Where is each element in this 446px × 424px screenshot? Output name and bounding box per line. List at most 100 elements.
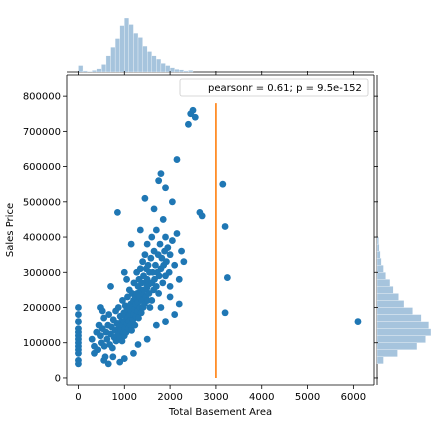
data-point bbox=[168, 237, 176, 244]
data-point bbox=[75, 349, 82, 357]
y-tick-label: 800000 bbox=[23, 92, 61, 103]
data-point bbox=[119, 297, 126, 304]
data-point bbox=[100, 314, 108, 322]
data-point bbox=[158, 254, 166, 262]
y-tick-label: 700000 bbox=[23, 127, 61, 138]
data-point bbox=[128, 326, 136, 334]
data-point bbox=[143, 335, 151, 343]
data-point bbox=[354, 318, 362, 325]
data-point bbox=[91, 349, 98, 357]
data-point bbox=[180, 258, 188, 266]
data-point bbox=[191, 113, 199, 121]
y-tick-label: 300000 bbox=[23, 268, 61, 279]
marginal-x-bar bbox=[87, 71, 93, 73]
data-point bbox=[178, 247, 185, 255]
data-point bbox=[109, 353, 117, 361]
marginal-x-bar bbox=[78, 65, 84, 73]
marginal-y-bar bbox=[376, 300, 405, 308]
marginal-y-bar bbox=[376, 265, 384, 273]
data-point bbox=[139, 258, 147, 266]
legend: pearsonr = 0.61; p = 9.5e-152 bbox=[179, 78, 369, 97]
marginal-x-bar bbox=[174, 69, 180, 73]
x-tick-label: 0 bbox=[75, 392, 81, 403]
data-point bbox=[75, 360, 82, 368]
y-tick-label: 200000 bbox=[23, 303, 61, 314]
data-point bbox=[152, 226, 160, 234]
marginal-y-bar bbox=[376, 236, 379, 245]
data-point bbox=[150, 205, 158, 213]
marginal-y-bar bbox=[376, 286, 394, 294]
data-point bbox=[221, 309, 229, 317]
data-point bbox=[148, 297, 156, 304]
data-point bbox=[134, 341, 142, 348]
data-point bbox=[171, 311, 179, 318]
data-point bbox=[171, 261, 179, 269]
data-point bbox=[114, 208, 121, 216]
data-point bbox=[198, 212, 206, 220]
data-point bbox=[136, 265, 144, 273]
marginal-y-bar bbox=[376, 328, 432, 336]
data-point bbox=[105, 311, 113, 318]
data-point bbox=[152, 261, 159, 269]
y-tick-label: 500000 bbox=[23, 197, 61, 208]
data-point bbox=[157, 304, 165, 311]
marginal-x-bar bbox=[142, 45, 148, 73]
y-tick-label: 0 bbox=[55, 373, 61, 384]
data-point bbox=[166, 282, 174, 290]
data-point bbox=[100, 356, 108, 364]
y-tick-label: 100000 bbox=[23, 338, 61, 349]
marginal-x-bar bbox=[165, 65, 171, 73]
x-tick-label: 3000 bbox=[203, 392, 228, 403]
data-point bbox=[168, 198, 176, 206]
y-tick-label: 600000 bbox=[23, 162, 61, 173]
x-tick-label: 4000 bbox=[249, 392, 274, 403]
data-point bbox=[159, 279, 167, 287]
marginal-x-bar bbox=[119, 25, 125, 73]
data-point bbox=[155, 177, 163, 185]
data-point bbox=[166, 251, 174, 259]
data-point bbox=[131, 321, 139, 329]
data-point bbox=[104, 360, 112, 368]
marginal-x-bar bbox=[101, 64, 107, 73]
data-point bbox=[88, 335, 96, 343]
data-point bbox=[173, 230, 181, 237]
data-point bbox=[98, 307, 106, 315]
data-point bbox=[136, 226, 144, 234]
data-point bbox=[175, 275, 183, 283]
data-point bbox=[151, 275, 158, 283]
marginal-y-bar bbox=[376, 279, 391, 287]
marginal-y-bar bbox=[376, 258, 382, 266]
data-point bbox=[162, 184, 169, 192]
scatter-plot-area bbox=[75, 103, 362, 378]
data-point bbox=[162, 318, 169, 325]
data-point bbox=[130, 349, 137, 357]
data-point bbox=[152, 321, 160, 329]
marginal-y-bar bbox=[376, 335, 426, 343]
data-point bbox=[75, 304, 82, 311]
data-point bbox=[103, 335, 111, 343]
legend-text: pearsonr = 0.61; p = 9.5e-152 bbox=[208, 83, 362, 94]
data-point bbox=[185, 120, 192, 128]
data-point bbox=[163, 258, 170, 266]
data-point bbox=[156, 240, 164, 248]
marginal-y-bar bbox=[376, 349, 398, 357]
data-point bbox=[175, 300, 183, 308]
data-point bbox=[155, 290, 163, 297]
data-point bbox=[143, 240, 151, 248]
legend-box bbox=[179, 78, 369, 97]
marginal-y-bar bbox=[376, 250, 381, 259]
marginal-y-bar bbox=[376, 356, 384, 365]
data-point bbox=[141, 194, 149, 202]
y-axis-label: Sales Price bbox=[5, 203, 16, 257]
data-point bbox=[97, 332, 104, 340]
data-point bbox=[118, 337, 126, 345]
marginal-y-bar bbox=[376, 321, 429, 329]
data-point bbox=[146, 304, 154, 311]
marginal-x-bar bbox=[188, 70, 194, 73]
marginal-x-bar bbox=[179, 69, 184, 73]
data-point bbox=[221, 223, 229, 230]
data-point bbox=[165, 268, 173, 276]
data-point bbox=[143, 275, 151, 283]
marginal-x-bar bbox=[96, 68, 102, 73]
